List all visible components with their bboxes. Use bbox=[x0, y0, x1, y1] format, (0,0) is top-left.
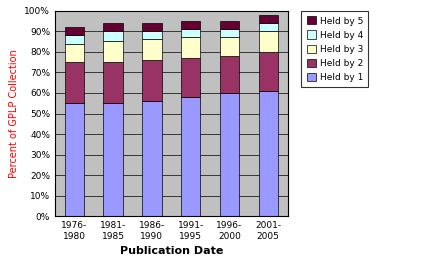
Bar bbox=[258, 23, 278, 31]
Bar bbox=[181, 97, 201, 216]
Bar bbox=[220, 21, 239, 29]
Bar bbox=[65, 27, 84, 35]
Bar bbox=[220, 37, 239, 56]
Bar bbox=[142, 23, 162, 31]
Bar bbox=[65, 35, 84, 44]
Bar bbox=[181, 29, 201, 37]
Bar bbox=[104, 31, 123, 41]
Bar bbox=[258, 15, 278, 23]
Bar bbox=[220, 93, 239, 216]
Bar bbox=[65, 62, 84, 103]
Bar bbox=[181, 58, 201, 97]
Bar bbox=[142, 31, 162, 39]
Bar bbox=[258, 31, 278, 52]
Bar bbox=[65, 103, 84, 216]
Bar bbox=[104, 23, 123, 31]
Bar bbox=[142, 39, 162, 60]
Bar bbox=[142, 101, 162, 216]
Bar bbox=[104, 103, 123, 216]
Bar bbox=[104, 62, 123, 103]
Y-axis label: Percent of GPLP Collection: Percent of GPLP Collection bbox=[9, 49, 19, 178]
Legend: Held by 5, Held by 4, Held by 3, Held by 2, Held by 1: Held by 5, Held by 4, Held by 3, Held by… bbox=[302, 11, 368, 87]
Bar bbox=[220, 29, 239, 37]
X-axis label: Publication Date: Publication Date bbox=[120, 246, 223, 256]
Bar bbox=[142, 60, 162, 101]
Bar bbox=[181, 21, 201, 29]
Bar bbox=[258, 91, 278, 216]
Bar bbox=[181, 37, 201, 58]
Bar bbox=[258, 52, 278, 91]
Bar bbox=[104, 41, 123, 62]
Bar bbox=[220, 56, 239, 93]
Bar bbox=[65, 44, 84, 62]
